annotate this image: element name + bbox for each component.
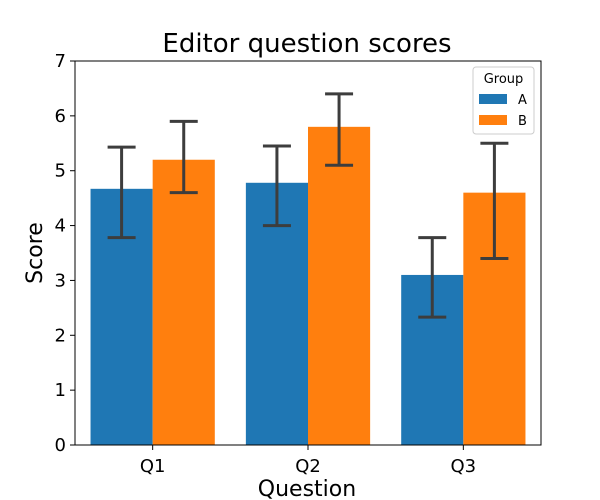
- y-tick-label: 1: [55, 380, 66, 401]
- y-tick-label: 7: [55, 51, 66, 72]
- x-tick-label: Q2: [295, 456, 321, 477]
- y-tick-label: 4: [55, 216, 66, 237]
- error-bar-A-Q1: [107, 145, 136, 240]
- chart-title: Editor question scores: [162, 29, 451, 59]
- legend-swatch-A: [479, 94, 507, 104]
- y-tick-label: 6: [55, 106, 66, 127]
- y-tick-label: 3: [55, 270, 66, 291]
- legend-label-A: A: [518, 93, 527, 108]
- plot-area: [74, 60, 542, 446]
- y-tick-label: 0: [55, 435, 66, 456]
- error-bar-B-Q2: [325, 92, 354, 167]
- y-tick-label: 2: [55, 325, 66, 346]
- error-bar-B-Q3: [480, 141, 509, 260]
- legend-label-B: B: [518, 114, 527, 129]
- legend-title: Group: [484, 72, 524, 87]
- x-tick-label: Q1: [140, 456, 166, 477]
- x-axis-label: Question: [258, 477, 356, 500]
- x-tick-label: Q3: [451, 456, 477, 477]
- error-bar-B-Q1: [169, 119, 198, 195]
- error-bar-A-Q3: [418, 236, 447, 319]
- bar-B-Q1: [152, 159, 215, 445]
- error-bar-A-Q2: [262, 144, 291, 228]
- legend: Group AB: [472, 66, 535, 135]
- y-tick-label: 5: [55, 161, 66, 182]
- y-axis-label: Score: [23, 222, 48, 284]
- bar-B-Q2: [308, 126, 371, 445]
- axis-ticks: 0 1 2 3 4 5 6 7 Q1 Q2 Q3: [55, 51, 477, 477]
- legend-swatch-B: [479, 115, 507, 125]
